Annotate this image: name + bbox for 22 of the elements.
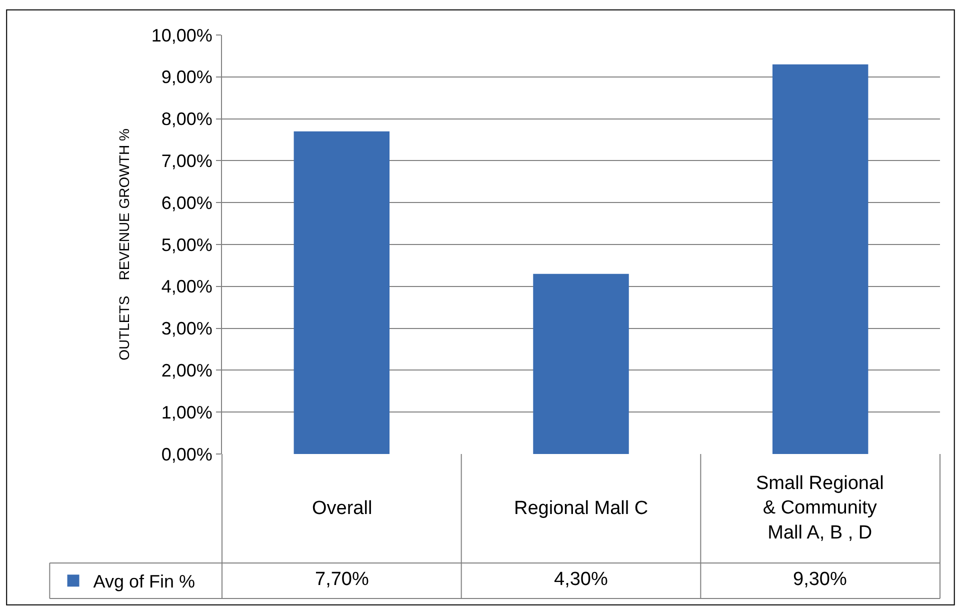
bar xyxy=(533,274,629,454)
x-tick-label: Small Regional & Community Mall A, B , D xyxy=(756,473,884,544)
y-tick-label: 6,00% xyxy=(161,192,212,213)
data-label: 4,30% xyxy=(554,569,608,590)
y-tick-label: 0,00% xyxy=(161,444,212,464)
y-tick-label: 2,00% xyxy=(161,360,212,380)
y-tick-label: 10,00% xyxy=(151,25,212,46)
data-label: 7,70% xyxy=(315,569,369,590)
bar xyxy=(772,64,868,454)
legend-label: Avg of Fin % xyxy=(93,572,195,592)
y-tick-label: 8,00% xyxy=(161,109,212,130)
y-tick-label: 5,00% xyxy=(161,234,212,255)
y-tick-label: 7,00% xyxy=(161,151,212,171)
y-tick-label: 9,00% xyxy=(161,67,212,88)
x-tick-label: Overall xyxy=(312,498,372,519)
y-tick-label: 3,00% xyxy=(161,318,212,339)
y-tick-label: 1,00% xyxy=(161,402,212,422)
y-tick-label: 4,00% xyxy=(161,276,212,297)
data-label: 9,30% xyxy=(793,569,847,590)
y-axis-title: OUTLETS REVENUE GROWTH % xyxy=(116,128,132,360)
x-tick-label: Regional Mall C xyxy=(514,498,648,519)
bar xyxy=(294,131,390,454)
